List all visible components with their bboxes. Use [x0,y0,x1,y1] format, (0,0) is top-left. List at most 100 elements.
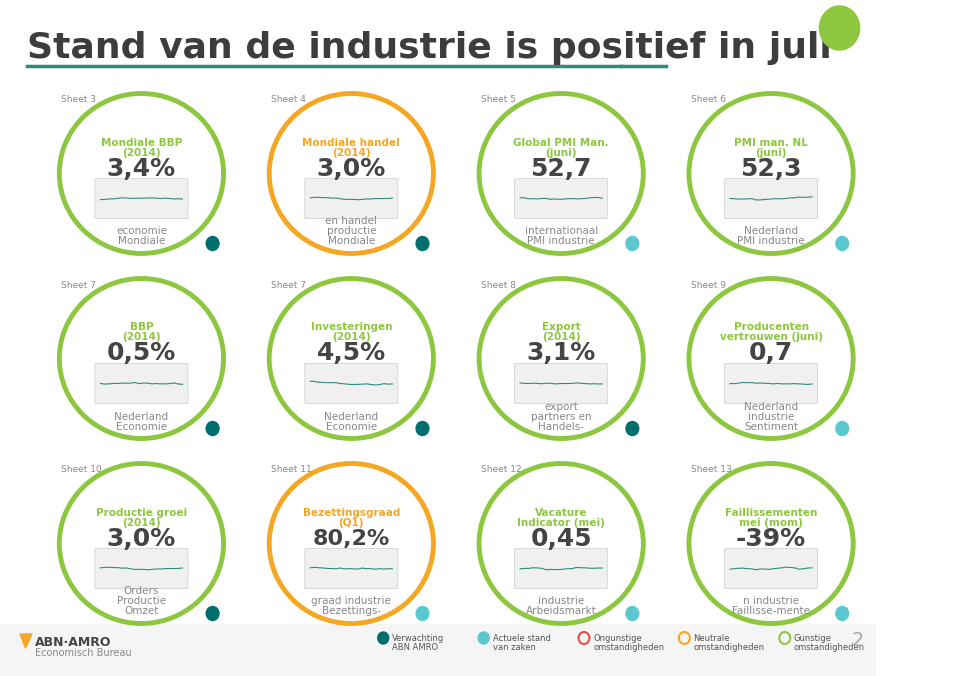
Text: (2014): (2014) [332,147,371,158]
Text: Economisch Bureau: Economisch Bureau [35,648,132,658]
Text: internationaal: internationaal [524,226,598,237]
Text: Sheet 6: Sheet 6 [691,95,726,105]
FancyBboxPatch shape [515,364,608,404]
Text: Indicator (mei): Indicator (mei) [517,518,605,527]
Text: industrie: industrie [538,596,585,606]
Text: (2014): (2014) [122,147,160,158]
Text: ABN AMRO: ABN AMRO [393,643,439,652]
Text: (2014): (2014) [332,333,371,343]
Text: Producenten: Producenten [733,322,808,333]
Text: omstandigheden: omstandigheden [794,643,865,652]
Text: Bezettings-: Bezettings- [322,606,381,617]
Ellipse shape [482,282,640,435]
Text: (2014): (2014) [541,333,581,343]
Text: omstandigheden: omstandigheden [693,643,764,652]
Ellipse shape [482,467,640,620]
Text: 0,5%: 0,5% [107,341,176,366]
Circle shape [378,632,389,644]
Text: Sheet 11: Sheet 11 [271,466,312,475]
Ellipse shape [273,282,430,435]
Text: Export: Export [541,322,581,333]
Ellipse shape [482,97,640,250]
Text: Mondiale: Mondiale [327,237,375,247]
Text: Ongunstige: Ongunstige [593,634,642,643]
Text: ABN·AMRO: ABN·AMRO [35,636,111,649]
FancyBboxPatch shape [515,178,608,218]
Text: PMI man. NL: PMI man. NL [734,137,808,147]
Text: Mondiale handel: Mondiale handel [302,137,400,147]
Text: 52,3: 52,3 [740,157,802,180]
Text: Mondiale BBP: Mondiale BBP [101,137,182,147]
Circle shape [836,237,849,251]
Text: graad industrie: graad industrie [311,596,392,606]
Text: vertrouwen (juni): vertrouwen (juni) [720,333,823,343]
Text: Productie groei: Productie groei [96,508,187,518]
Text: 0,7: 0,7 [749,341,793,366]
Circle shape [626,422,638,435]
Text: Sentiment: Sentiment [744,422,798,431]
Text: Global PMI Man.: Global PMI Man. [514,137,609,147]
Ellipse shape [62,282,221,435]
Circle shape [836,606,849,621]
Text: Nederland: Nederland [324,412,378,422]
Ellipse shape [273,97,430,250]
Circle shape [820,6,859,50]
Ellipse shape [62,97,221,250]
Circle shape [206,606,219,621]
Text: Gunstige: Gunstige [794,634,831,643]
Text: Faillisse-mente: Faillisse-mente [732,606,810,617]
Text: Economie: Economie [116,422,167,431]
Text: 3,0%: 3,0% [107,527,176,550]
Text: 0,45: 0,45 [530,527,592,550]
Text: Actuele stand: Actuele stand [492,634,551,643]
Text: Omzet: Omzet [124,606,158,617]
Text: (Q1): (Q1) [339,518,364,527]
Text: Nederland: Nederland [744,402,798,412]
Text: partners en: partners en [531,412,591,422]
Text: (juni): (juni) [545,147,577,158]
Circle shape [206,237,219,251]
Circle shape [626,606,638,621]
Text: Bezettingsgraad: Bezettingsgraad [302,508,400,518]
Text: productie: productie [326,226,376,237]
FancyBboxPatch shape [304,548,397,589]
Text: Mondiale: Mondiale [118,237,165,247]
Text: 2: 2 [852,631,864,650]
Text: Sheet 13: Sheet 13 [691,466,732,475]
Text: Sheet 9: Sheet 9 [691,281,726,289]
Text: Sheet 10: Sheet 10 [61,466,102,475]
Text: n industrie: n industrie [743,596,799,606]
Text: van zaken: van zaken [492,643,536,652]
Text: Neutrale: Neutrale [693,634,730,643]
Text: 80,2%: 80,2% [313,529,390,548]
Circle shape [416,606,429,621]
Text: -39%: -39% [736,527,806,550]
Ellipse shape [692,282,850,435]
Circle shape [416,422,429,435]
Circle shape [416,237,429,251]
Text: PMI industrie: PMI industrie [527,237,595,247]
Circle shape [206,422,219,435]
Text: export: export [544,402,578,412]
Text: mei (mom): mei (mom) [739,518,803,527]
Text: Vacature: Vacature [535,508,588,518]
Text: Investeringen: Investeringen [311,322,392,333]
Text: Nederland: Nederland [744,226,798,237]
FancyBboxPatch shape [0,624,876,676]
Text: 3,4%: 3,4% [107,157,176,180]
Text: 3,1%: 3,1% [527,341,596,366]
FancyBboxPatch shape [95,548,188,589]
Text: en handel: en handel [325,216,377,226]
Text: Sheet 7: Sheet 7 [61,281,96,289]
Text: (2014): (2014) [122,333,160,343]
Text: Sheet 8: Sheet 8 [481,281,516,289]
Circle shape [626,237,638,251]
Circle shape [478,632,489,644]
Text: industrie: industrie [748,412,794,422]
Text: 4,5%: 4,5% [317,341,386,366]
Text: 52,7: 52,7 [531,157,592,180]
Text: 3,0%: 3,0% [317,157,386,180]
Text: Productie: Productie [117,596,166,606]
FancyBboxPatch shape [304,178,397,218]
FancyBboxPatch shape [95,178,188,218]
